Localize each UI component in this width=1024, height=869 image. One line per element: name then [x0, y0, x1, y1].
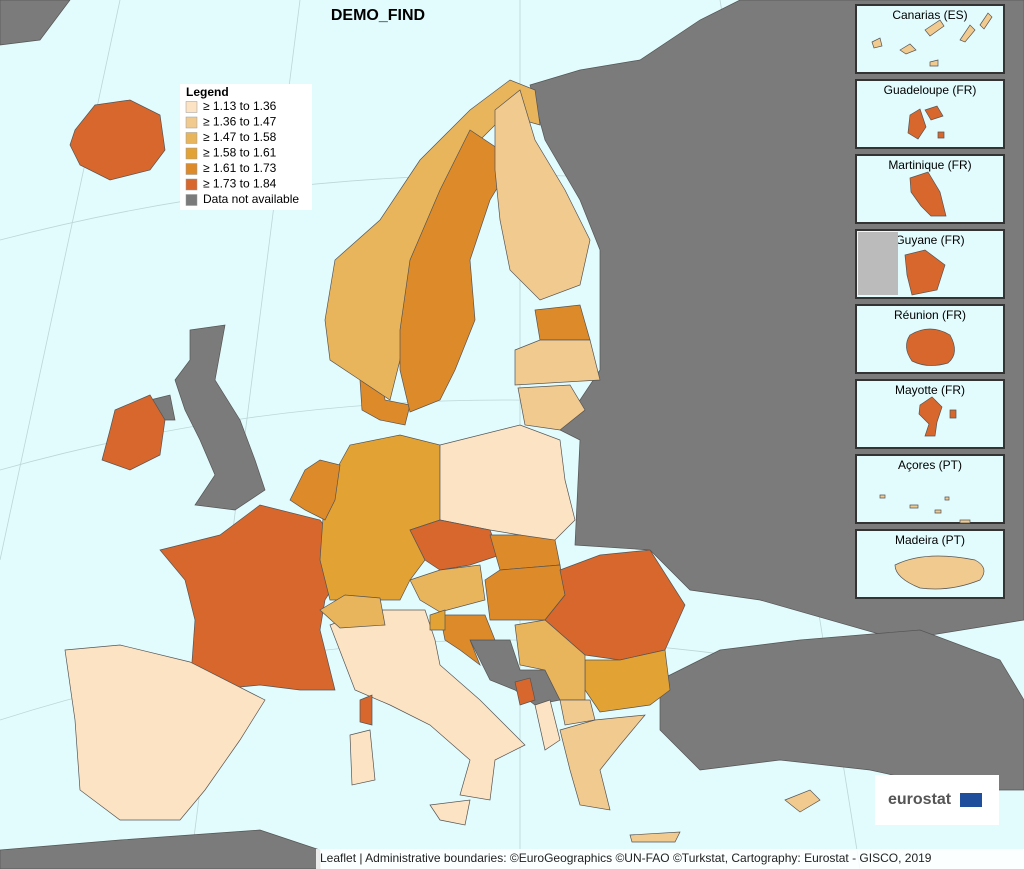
legend-swatch — [185, 194, 198, 206]
ireland — [101, 394, 166, 471]
inset-label: Canarias (ES) — [892, 8, 967, 22]
albania — [534, 699, 561, 751]
inset-box — [855, 454, 1005, 524]
legend-swatch — [185, 132, 198, 144]
mayotte-shape — [918, 396, 957, 437]
legend: Legend ≥ 1.13 to 1.36 ≥ 1.36 to 1.47≥ 1.4… — [180, 84, 312, 210]
guadeloupe-shape — [907, 105, 945, 140]
non-eu-west — [0, 0, 71, 46]
bulgaria — [584, 649, 671, 713]
austria — [409, 564, 486, 613]
greece — [559, 714, 646, 811]
sardinia — [349, 729, 376, 786]
legend-label: ≥ 1.47 to 1.58 — [203, 130, 277, 144]
crete — [629, 831, 681, 843]
uk — [174, 324, 266, 511]
acores-shape — [879, 494, 971, 524]
estonia — [534, 304, 591, 341]
inset-label: Réunion (FR) — [894, 308, 966, 322]
north-africa — [0, 829, 321, 869]
legend-swatch — [185, 178, 198, 191]
slovenia — [429, 609, 446, 631]
lithuania — [517, 384, 586, 431]
inset-label: Martinique (FR) — [888, 158, 971, 172]
inset-label: Madeira (PT) — [895, 533, 965, 547]
inset-label: Guadeloupe (FR) — [884, 83, 977, 97]
legend-label: ≥ 1.73 to 1.84 — [203, 177, 277, 191]
legend-label: ≥ 1.36 to 1.47 — [203, 115, 277, 129]
iberia — [64, 644, 266, 821]
legend-label: ≥ 1.61 to 1.73 — [203, 161, 277, 175]
logo-text: eurostat — [888, 791, 952, 808]
montenegro — [514, 677, 536, 706]
legend-swatch — [185, 147, 198, 160]
czechia — [409, 519, 501, 571]
legend-label: ≥ 1.13 to 1.36 — [203, 99, 277, 113]
croatia — [439, 614, 496, 667]
map-title: DEMO_FIND — [331, 7, 425, 24]
legend-label: ≥ 1.58 to 1.61 — [203, 146, 277, 160]
france — [159, 504, 351, 691]
italy — [329, 609, 526, 801]
benelux — [289, 459, 341, 521]
canarias-shape — [871, 12, 993, 67]
legend-swatch — [185, 116, 198, 129]
logo: eurostat — [875, 775, 999, 825]
eu-flag — [960, 793, 982, 807]
sicily — [429, 799, 471, 826]
legend-box — [180, 84, 312, 210]
inset-label: Guyane (FR) — [895, 233, 964, 247]
turkey — [659, 629, 1024, 791]
sweden — [399, 129, 506, 413]
guyane-neighbor — [858, 232, 898, 295]
legend-swatch — [185, 101, 198, 113]
inset-shapes — [858, 12, 993, 590]
martinique-shape — [909, 171, 947, 217]
inset-label: Mayotte (FR) — [895, 383, 965, 397]
madeira-shape — [894, 555, 985, 590]
finland — [494, 89, 591, 301]
legend-title: Legend — [186, 85, 229, 99]
reunion-shape — [906, 328, 955, 366]
corsica — [359, 694, 373, 726]
attribution: Leaflet | Administrative boundaries: ©Eu… — [320, 851, 932, 865]
cyprus — [784, 789, 821, 813]
inset-label: Açores (PT) — [898, 458, 962, 472]
legend-label: Data not available — [203, 192, 299, 206]
guyane-shape — [904, 249, 946, 296]
switzerland — [319, 594, 386, 629]
slovakia — [489, 534, 561, 571]
iceland — [69, 99, 166, 181]
attribution-box — [316, 849, 1024, 869]
legend-swatch — [185, 163, 198, 175]
latvia — [514, 339, 601, 386]
